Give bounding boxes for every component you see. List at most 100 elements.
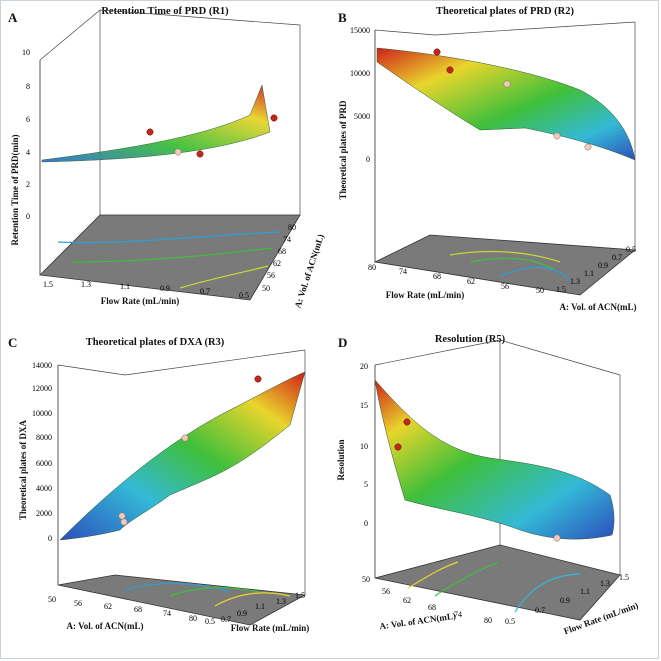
panel-b-ztick-3: 15000 <box>350 26 370 35</box>
panel-a-title: Retention Time of PRD (R1) <box>101 6 229 17</box>
panel-b-xtick-5: 50 <box>536 286 544 295</box>
panel-b-contour-2 <box>469 257 556 271</box>
panel-c-point-2 <box>181 434 189 442</box>
panel-a-xtick-0: 1.5 <box>43 280 53 289</box>
panel-a-point-4 <box>270 114 278 122</box>
panel-b-xtick-1: 74 <box>399 267 407 276</box>
panel-c-xtick-2: 62 <box>104 602 112 611</box>
panel-b-xtick-4: 56 <box>501 282 509 291</box>
panel-c-surface <box>59 371 306 541</box>
panel-a-ytick-5: 80 <box>288 223 296 232</box>
panel-a-contour-3 <box>179 265 269 289</box>
panel-d-point-2 <box>394 443 402 451</box>
panel-d-back-top <box>499 339 621 376</box>
panel-c-yticks: 0.5 0.7 0.9 1.1 1.3 1.5 <box>205 591 305 626</box>
panel-b-ztick-2: 10000 <box>350 69 370 78</box>
panel-d-back-top-left <box>374 339 501 366</box>
panel-c-ztick-7: 14000 <box>32 361 52 370</box>
panel-d-xtick-1: 56 <box>382 587 390 596</box>
panel-b-contour-1 <box>449 250 561 263</box>
panel-c-ztick-2: 4000 <box>36 484 52 493</box>
panel-a-xtick-1: 1.3 <box>81 280 91 289</box>
panel-c-contour-1 <box>124 582 231 593</box>
panel-c-ytick-2: 0.9 <box>237 609 247 618</box>
panel-a-xtick-2: 1.1 <box>120 282 130 291</box>
panel-b-point-2 <box>446 66 454 74</box>
panel-b: B Theoretical plates of PRD (R2) 0 5000 … <box>330 0 660 330</box>
panel-a-yticks: 50 56 62 68 74 80 <box>262 223 296 293</box>
panel-c-point-3 <box>118 512 126 520</box>
panel-d-ztick-2: 10 <box>360 442 368 451</box>
panel-a-back-top-left <box>39 9 101 61</box>
panel-c-contour-2 <box>169 587 261 597</box>
panel-a-xtick-5: 0.5 <box>239 291 249 300</box>
panel-d-yticks: 0.5 0.7 0.9 1.1 1.3 1.5 <box>505 573 629 626</box>
panel-b-ztick-1: 5000 <box>354 112 370 121</box>
panel-c-xtick-1: 56 <box>74 599 82 608</box>
panel-b-xtick-3: 62 <box>467 277 475 286</box>
panel-d-title: Resolution (R5) <box>435 334 506 345</box>
panel-a-box <box>39 9 301 301</box>
panel-d: D Resolution (R5) 0 5 10 15 20 50 56 62 … <box>330 330 660 660</box>
panel-b-letter: B <box>338 10 347 25</box>
panel-a-ztick-4: 8 <box>26 82 30 91</box>
panel-a-xtick-3: 0.9 <box>160 284 170 293</box>
panel-c-ztick-6: 12000 <box>32 384 52 393</box>
panel-d-contour-2 <box>434 561 499 597</box>
panel-c-chart: C Theoretical plates of DXA (R3) 0 2000 … <box>8 335 310 633</box>
panel-c-floor <box>57 574 307 626</box>
panel-b-xtick-0: 80 <box>368 263 376 272</box>
panel-c-xtick-4: 74 <box>163 609 171 618</box>
panel-a-xtick-4: 0.7 <box>200 287 210 296</box>
panel-c-back-top-left <box>57 364 126 376</box>
panel-c-ytick-1: 0.7 <box>221 615 231 624</box>
panel-a-ytick-4: 74 <box>283 235 291 244</box>
panel-a-contour-2 <box>71 247 273 263</box>
panel-c-contour-3 <box>214 592 291 607</box>
panel-c-ylabel: Flow Rate (mL/min) <box>231 623 310 633</box>
panel-b-point-1 <box>433 48 441 56</box>
panel-d-ytick-3: 1.1 <box>580 587 590 596</box>
panel-c: C Theoretical plates of DXA (R3) 0 2000 … <box>0 330 330 660</box>
panel-b-ytick-3: 0.9 <box>598 261 608 270</box>
panel-c-ytick-5: 1.5 <box>295 591 305 600</box>
panel-d-ztick-0: 0 <box>364 519 368 528</box>
panel-d-ytick-1: 0.7 <box>535 606 545 615</box>
panel-c-ytick-0: 0.5 <box>205 617 215 626</box>
panel-b-xlabel: Flow Rate (mL/min) <box>386 290 465 300</box>
panel-c-ztick-3: 6000 <box>36 459 52 468</box>
panel-a-chart: A Retention Time of PRD (R1) 0 2 4 6 8 1… <box>8 6 326 309</box>
panel-b-contour-3 <box>499 266 571 281</box>
panel-d-letter: D <box>338 335 347 350</box>
panel-d-ztick-1: 5 <box>364 480 368 489</box>
panel-a-zticks: 0 2 4 6 8 10 <box>22 48 30 221</box>
panel-b-point-5 <box>584 143 592 151</box>
panel-b-surface <box>376 47 636 161</box>
panel-a-point-3 <box>196 150 204 158</box>
panel-d-chart: D Resolution (R5) 0 5 10 15 20 50 56 62 … <box>336 334 640 636</box>
panel-c-zlabel: Theoretical plates of DXA <box>18 419 28 520</box>
panel-c-ztick-0: 0 <box>48 534 52 543</box>
panel-b-point-3 <box>503 80 511 88</box>
panel-a-ztick-0: 0 <box>26 212 30 221</box>
panel-a-ztick-1: 2 <box>26 180 30 189</box>
panel-a-floor <box>39 214 301 301</box>
panel-c-point-1 <box>254 375 262 383</box>
panel-d-xtick-0: 50 <box>362 575 370 584</box>
panel-d-xticks: 50 56 62 68 74 80 <box>362 575 492 625</box>
panel-c-title: Theoretical plates of DXA (R3) <box>86 337 225 348</box>
panel-b-ytick-2: 1.1 <box>584 269 594 278</box>
panel-c-point-4 <box>120 518 128 526</box>
panel-d-xtick-2: 62 <box>403 596 411 605</box>
panel-a-xlabel: Flow Rate (mL/min) <box>101 296 180 306</box>
panel-b-zticks: 0 5000 10000 15000 <box>350 26 370 164</box>
panel-a-point-1 <box>146 128 154 136</box>
panel-c-ytick-3: 1.1 <box>255 602 265 611</box>
panel-d-ztick-3: 15 <box>360 401 368 410</box>
panel-b-ytick-0: 1.5 <box>556 285 566 294</box>
panel-b-point-4 <box>553 132 561 140</box>
panel-a-zlabel: Retention Time of PRD(min) <box>10 135 20 246</box>
panel-c-ztick-4: 8000 <box>36 433 52 442</box>
panel-a: A Retention Time of PRD (R1) 0 2 4 6 8 1… <box>0 0 330 330</box>
